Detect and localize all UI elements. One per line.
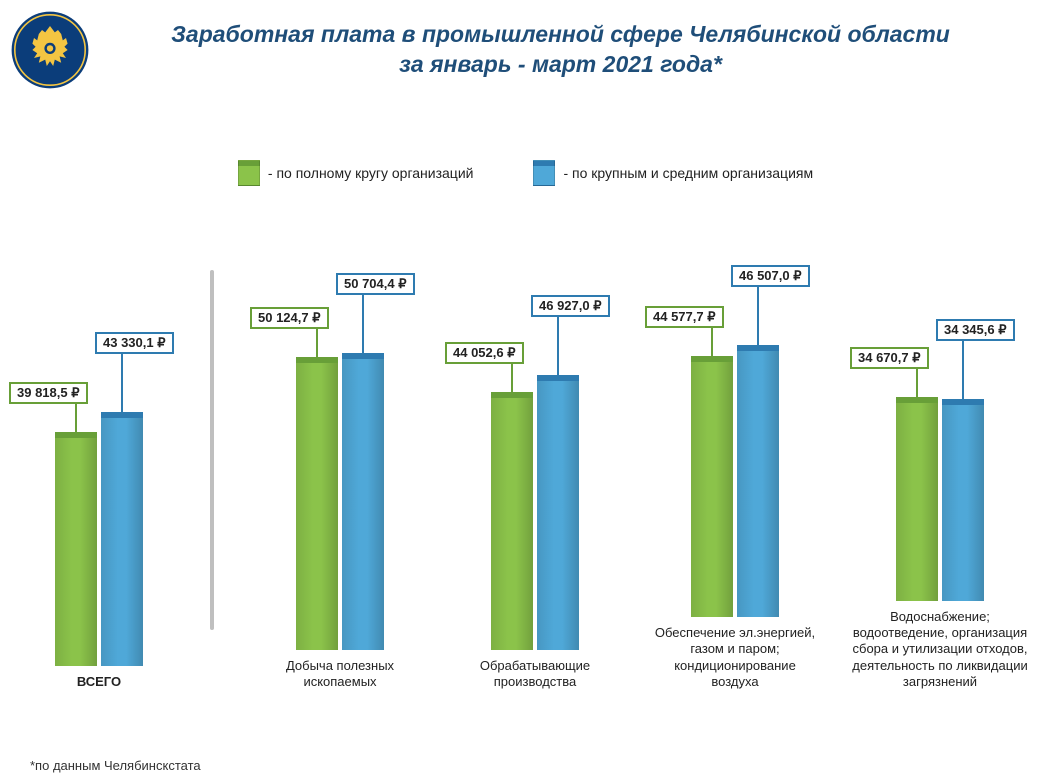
emblem-logo: [10, 10, 90, 90]
bar-rect-manufacturing-s2: [537, 379, 579, 650]
bar-rect-energy-s1: [691, 360, 733, 617]
value-label-mining-s2: 50 704,4 ₽: [336, 273, 415, 295]
bar-manufacturing-s2: 46 927,0 ₽: [537, 379, 579, 650]
bar-rect-energy-s2: [737, 349, 779, 617]
bars-manufacturing: 44 052,6 ₽46 927,0 ₽: [491, 379, 579, 650]
header: Заработная плата в промышленной сфере Че…: [0, 0, 1051, 90]
bar-cap-energy-s1: [691, 356, 733, 362]
bar-cap-energy-s2: [737, 345, 779, 351]
bar-rect-total-s1: [55, 436, 97, 666]
legend-item-series2: - по крупным и средним организациям: [533, 160, 813, 186]
bar-rect-water-s2: [942, 403, 984, 601]
bar-cap-mining-s1: [296, 357, 338, 363]
legend-swatch-series1: [238, 160, 260, 186]
value-label-total-s2: 43 330,1 ₽: [95, 332, 174, 354]
page-title: Заработная плата в промышленной сфере Че…: [90, 20, 1031, 80]
bar-water-s2: 34 345,6 ₽: [942, 403, 984, 601]
value-label-water-s2: 34 345,6 ₽: [936, 319, 1015, 341]
legend-label-series1: - по полному кругу организаций: [268, 165, 474, 181]
title-line-2: за январь - март 2021 года*: [399, 51, 722, 77]
legend-item-series1: - по полному кругу организаций: [238, 160, 474, 186]
bar-group-mining: 50 124,7 ₽50 704,4 ₽ Добыча полезных иско…: [265, 357, 415, 691]
bar-total-s2: 43 330,1 ₽: [101, 416, 143, 666]
bar-energy-s2: 46 507,0 ₽: [737, 349, 779, 617]
value-label-mining-s1: 50 124,7 ₽: [250, 307, 329, 329]
bars-energy: 44 577,7 ₽46 507,0 ₽: [691, 349, 779, 617]
bar-cap-water-s2: [942, 399, 984, 405]
legend-label-series2: - по крупным и средним организациям: [563, 165, 813, 181]
bar-cap-manufacturing-s2: [537, 375, 579, 381]
bar-energy-s1: 44 577,7 ₽: [691, 360, 733, 617]
bar-cap-total-s1: [55, 432, 97, 438]
bar-mining-s1: 50 124,7 ₽: [296, 361, 338, 650]
bar-mining-s2: 50 704,4 ₽: [342, 357, 384, 650]
value-label-energy-s1: 44 577,7 ₽: [645, 306, 724, 328]
bar-cap-total-s2: [101, 412, 143, 418]
bar-group-water: 34 670,7 ₽34 345,6 ₽Водоснабжение; водоо…: [850, 401, 1030, 690]
bar-manufacturing-s1: 44 052,6 ₽: [491, 396, 533, 650]
chart-divider: [210, 270, 214, 630]
bar-rect-mining-s2: [342, 357, 384, 650]
bar-rect-manufacturing-s1: [491, 396, 533, 650]
category-label-energy: Обеспечение эл.энергией, газом и паром; …: [650, 625, 820, 690]
value-label-manufacturing-s1: 44 052,6 ₽: [445, 342, 524, 364]
bar-water-s1: 34 670,7 ₽: [896, 401, 938, 601]
bar-rect-total-s2: [101, 416, 143, 666]
bar-cap-manufacturing-s1: [491, 392, 533, 398]
category-label-total: ВСЕГО: [77, 674, 121, 690]
bar-group-total: 39 818,5 ₽43 330,1 ₽ ВСЕГО: [55, 416, 143, 690]
value-label-water-s1: 34 670,7 ₽: [850, 347, 929, 369]
bars-water: 34 670,7 ₽34 345,6 ₽: [896, 401, 984, 601]
value-label-energy-s2: 46 507,0 ₽: [731, 265, 810, 287]
bar-cap-mining-s2: [342, 353, 384, 359]
bar-cap-water-s1: [896, 397, 938, 403]
value-label-total-s1: 39 818,5 ₽: [9, 382, 88, 404]
category-label-manufacturing: Обрабатывающие производства: [455, 658, 615, 691]
bar-total-s1: 39 818,5 ₽: [55, 436, 97, 666]
legend: - по полному кругу организаций - по круп…: [0, 160, 1051, 186]
bar-group-energy: 44 577,7 ₽46 507,0 ₽ Обеспечение эл.энерг…: [650, 349, 820, 690]
footnote: *по данным Челябинскстата: [30, 758, 201, 773]
title-line-1: Заработная плата в промышленной сфере Че…: [171, 21, 950, 47]
bar-rect-water-s1: [896, 401, 938, 601]
bar-chart: 39 818,5 ₽43 330,1 ₽ВСЕГО50 124,7 ₽50 70…: [0, 260, 1051, 690]
bars-total: 39 818,5 ₽43 330,1 ₽: [55, 416, 143, 666]
bar-group-manufacturing: 44 052,6 ₽46 927,0 ₽ Обрабатывающие произ…: [455, 379, 615, 691]
legend-swatch-series2: [533, 160, 555, 186]
bars-mining: 50 124,7 ₽50 704,4 ₽: [296, 357, 384, 650]
category-label-mining: Добыча полезных ископаемых: [265, 658, 415, 691]
value-label-manufacturing-s2: 46 927,0 ₽: [531, 295, 610, 317]
category-label-water: Водоснабжение; водоотведение, организаци…: [850, 609, 1030, 690]
bar-rect-mining-s1: [296, 361, 338, 650]
